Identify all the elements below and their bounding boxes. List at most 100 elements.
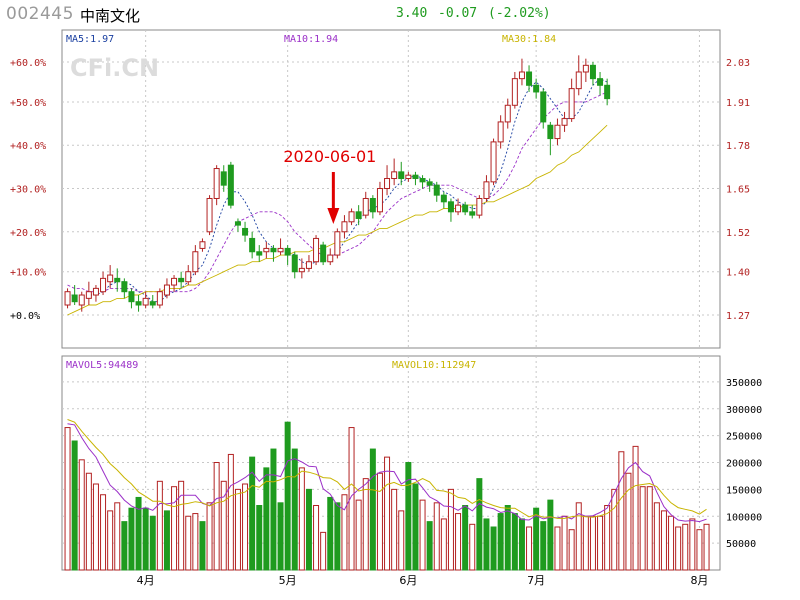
volume-bar (327, 496, 334, 571)
candle (376, 181, 383, 216)
price-tick-label: 1.27 (726, 311, 750, 322)
volume-bar (348, 427, 355, 571)
candle-body (398, 171, 405, 180)
volume-bar (568, 529, 575, 571)
candle (171, 275, 178, 292)
candle-body (540, 91, 547, 123)
candle (469, 205, 476, 219)
volume-bar (85, 472, 92, 571)
volume-bar (483, 518, 490, 571)
candle (156, 288, 163, 309)
candle-body (547, 124, 554, 140)
volume-bar (362, 478, 369, 571)
candle (270, 245, 277, 262)
candle (192, 245, 199, 276)
candle-body (192, 251, 199, 273)
candle (504, 98, 511, 129)
volume-bar (92, 483, 99, 571)
candle-body (284, 247, 291, 256)
candle-body (270, 247, 277, 253)
volume-bar (426, 521, 433, 571)
volume-tick-label: 250000 (726, 432, 762, 443)
volume-tick-label: 350000 (726, 378, 762, 389)
candle-body (313, 237, 320, 263)
percent-tick-label: +50.0% (10, 98, 46, 109)
volume-bar (639, 486, 646, 571)
candle (362, 191, 369, 219)
watermark: CFi.CN (70, 54, 159, 82)
candle (249, 231, 256, 259)
volume-bar (419, 499, 426, 571)
volume-bar (412, 483, 419, 571)
candle-body (476, 197, 483, 216)
candle-body (92, 287, 99, 296)
volume-bar (227, 453, 234, 571)
candle (149, 295, 156, 309)
moving-average-lines (67, 78, 608, 316)
volume-bar (554, 526, 561, 571)
change-value: -0.07 (438, 6, 478, 21)
candle-body (391, 171, 398, 180)
candle-body (242, 227, 249, 236)
candle (213, 165, 220, 206)
volume-bar (313, 505, 320, 571)
volume-bar (582, 515, 589, 571)
candle (483, 175, 490, 202)
ma5-line (67, 78, 608, 303)
axis-labels: 2.03 +60.0% 1.91 +50.0% 1.78 +40.0% 1.65 +30.0%… (10, 58, 762, 587)
price-tick-label: 1.91 (726, 98, 750, 109)
volume-bar (242, 483, 249, 571)
volume-bar (540, 521, 547, 571)
percent-tick-label: +20.0% (10, 228, 46, 239)
volume-bar (64, 427, 71, 571)
volume-bar (163, 510, 170, 571)
volume-bar (625, 472, 632, 571)
candle-body (128, 291, 135, 303)
candle (305, 255, 312, 272)
legend-ma10: MA10:1.94 (284, 34, 338, 45)
volume-tick-label: 200000 (726, 459, 762, 470)
volume-bar (249, 456, 256, 571)
volume-bar (78, 459, 85, 571)
volume-bar (668, 515, 675, 571)
volume-bar (518, 518, 525, 571)
legend-ma30: MA30:1.84 (502, 34, 556, 45)
price-tick-label: 1.40 (726, 268, 750, 279)
volume-bar (455, 513, 462, 571)
candle-body (526, 71, 533, 86)
candle (107, 265, 114, 289)
candle-body (121, 281, 128, 293)
candle-body (511, 78, 518, 106)
volume-bar (632, 445, 639, 571)
volume-bar (277, 502, 284, 571)
candle (78, 291, 85, 312)
volume-bar (689, 518, 696, 571)
candle-body (419, 178, 426, 183)
candle-body (71, 294, 78, 303)
candle-body (85, 291, 92, 299)
candle-body (462, 204, 469, 213)
candle (121, 278, 128, 299)
candle (313, 235, 320, 266)
candle (135, 295, 142, 312)
candle-body (220, 171, 227, 186)
candle (518, 58, 525, 86)
volume-bar (213, 462, 220, 571)
volume-bar (107, 510, 114, 571)
candle (298, 258, 305, 279)
candle (540, 88, 547, 129)
volume-bar (497, 513, 504, 571)
volume-tick-label: 50000 (726, 539, 756, 550)
volume-bar (561, 515, 568, 571)
volume-bar (703, 523, 710, 571)
candle-body (64, 291, 71, 306)
candle (405, 171, 412, 182)
volume-bar (384, 456, 391, 571)
date-annotation: 2020-06-01 (283, 147, 376, 224)
candle-body (554, 124, 561, 140)
volume-bar (653, 502, 660, 571)
candle (547, 121, 554, 156)
candle-body (369, 197, 376, 213)
volume-bar (121, 521, 128, 571)
candle-body (469, 211, 476, 216)
